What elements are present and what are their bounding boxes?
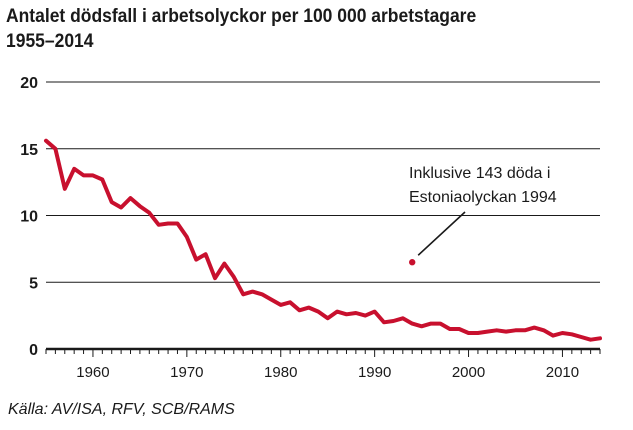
y-tick-label-0: 0 [29, 342, 38, 359]
annotation-line-2: Estoniaolyckan 1994 [409, 189, 557, 206]
chart-title-line-1: Antalet dödsfall i arbetsolyckor per 100… [6, 6, 477, 27]
x-tick-label-2010: 2010 [546, 364, 579, 381]
x-tick-label-1970: 1970 [170, 364, 203, 381]
annotation-line-1: Inklusive 143 döda i [409, 165, 550, 182]
series-line [44, 138, 602, 342]
x-tick-label-1980: 1980 [264, 364, 297, 381]
x-tick-label-2000: 2000 [452, 364, 485, 381]
grid-lines [46, 81, 600, 283]
annotation-leader-line [417, 211, 466, 256]
y-tick-label-20: 20 [20, 75, 38, 92]
y-tick-label-15: 15 [20, 142, 38, 159]
x-axis-tick-labels: 1960 1970 1980 1990 2000 2010 [76, 364, 579, 381]
line-chart: 0 5 10 15 20 1960 1970 1980 1990 2000 2010 Inklus… [20, 75, 602, 381]
chart-title-line-2: 1955–2014 [6, 31, 94, 52]
source-note: Källa: AV/ISA, RFV, SCB/RAMS [8, 401, 235, 418]
x-axis [45, 347, 601, 357]
y-tick-label-10: 10 [20, 209, 38, 226]
chart-title: Antalet dödsfall i arbetsolyckor per 100… [6, 4, 576, 54]
y-axis-tick-labels: 0 5 10 15 20 [20, 75, 38, 359]
y-tick-label-5: 5 [29, 275, 38, 292]
x-tick-label-1990: 1990 [358, 364, 391, 381]
x-tick-label-1960: 1960 [76, 364, 109, 381]
outlier-point [409, 259, 416, 266]
